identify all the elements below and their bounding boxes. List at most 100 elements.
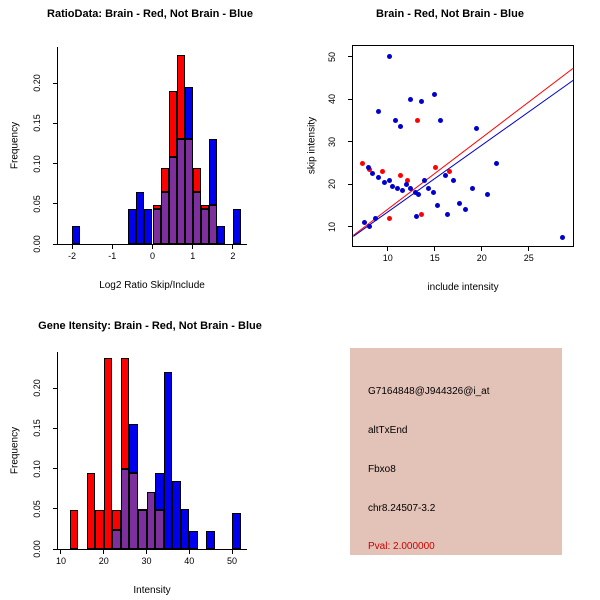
x-axis-tick — [188, 549, 190, 554]
ratio-histogram-y-axis-label: Frequency — [9, 121, 21, 170]
scatter-point — [419, 211, 425, 217]
scatter-point — [414, 213, 420, 219]
scatter-point — [469, 186, 475, 192]
x-axis-tick — [103, 549, 105, 554]
histogram-bar — [163, 372, 173, 549]
y-tick-label: 0.20 — [32, 74, 42, 92]
gene-name-text: Fbxo8 — [368, 464, 396, 475]
event-type-text: altTxEnd — [368, 425, 408, 436]
y-axis-tick — [53, 427, 58, 429]
x-tick-label: 10 — [382, 253, 393, 263]
x-tick-label: 0 — [149, 251, 155, 261]
locus-text: chr8.24507-3.2 — [368, 503, 436, 514]
histogram-bar — [72, 226, 81, 244]
histogram-bar — [69, 510, 79, 549]
intensity-scatter-plot-area: 10 15 20 25 10 20 30 40 50 — [327, 45, 574, 263]
histogram-bar — [189, 531, 198, 549]
histogram-bar — [200, 209, 209, 244]
panel-gene-info: G7164848@J944326@i_at altTxEnd Fbxo8 chr… — [300, 300, 600, 600]
histogram-bar — [192, 191, 201, 244]
y-axis-tick — [53, 163, 58, 165]
scatter-point — [375, 109, 381, 115]
gene-histogram-title: Gene Itensity: Brain - Red, Not Brain - … — [38, 320, 262, 332]
histogram-bar — [192, 167, 201, 192]
x-tick-label: 50 — [227, 556, 238, 566]
histogram-bar — [155, 510, 164, 549]
scatter-point — [445, 211, 451, 217]
scatter-point — [387, 177, 393, 183]
x-axis-tick — [528, 246, 530, 251]
x-tick-label: 40 — [184, 556, 195, 566]
scatter-point — [463, 207, 469, 213]
y-tick-label: 10 — [327, 221, 337, 232]
histogram-bar — [232, 209, 241, 244]
y-axis-tick — [53, 387, 58, 389]
histogram-bar — [160, 191, 169, 244]
x-tick-label: -2 — [68, 251, 77, 261]
y-tick-label: 0.00 — [32, 540, 42, 558]
y-axis-tick — [348, 183, 353, 185]
scatter-point — [392, 117, 398, 123]
y-axis-tick — [53, 122, 58, 124]
histogram-bar — [160, 167, 169, 192]
x-tick-label: 1 — [190, 251, 196, 261]
scatter-point — [359, 160, 365, 166]
gene-info-box: G7164848@J944326@i_at altTxEnd Fbxo8 chr… — [350, 348, 562, 555]
scatter-point — [379, 169, 385, 175]
x-axis-tick — [71, 244, 73, 249]
histogram-bar — [184, 139, 193, 244]
x-axis-tick — [60, 549, 62, 554]
scatter-point — [412, 190, 418, 196]
histogram-bar — [137, 508, 147, 511]
histogram-bar — [112, 510, 121, 530]
histogram-bar — [176, 139, 185, 244]
y-axis-tick — [348, 226, 353, 228]
scatter-point — [415, 117, 421, 123]
panel-gene-intensity-histogram: Gene Itensity: Brain - Red, Not Brain - … — [0, 300, 300, 600]
y-axis-tick — [53, 508, 58, 510]
y-axis-tick — [53, 548, 58, 550]
x-tick-label: 20 — [476, 253, 487, 263]
scatter-point — [425, 186, 431, 192]
scatter-point — [387, 215, 393, 221]
histogram-bar — [168, 157, 177, 244]
scatter-point — [416, 192, 422, 198]
histogram-bar — [103, 357, 113, 549]
scatter-point — [387, 54, 393, 60]
scatter-point — [366, 164, 372, 170]
histogram-bar — [216, 226, 225, 244]
ratio-histogram-plot-area: -2 -1 0 1 2 0.00 0.05 0.10 0.15 0.20 — [32, 47, 247, 261]
y-tick-label: 30 — [327, 136, 337, 147]
scatter-point — [367, 224, 373, 230]
ratio-histogram-title: RatioData: Brain - Red, Not Brain - Blue — [47, 8, 253, 20]
y-tick-label: 40 — [327, 94, 337, 105]
histogram-bar — [112, 529, 121, 549]
histogram-bar — [200, 205, 209, 210]
scatter-point — [407, 186, 413, 192]
histogram-bar — [208, 139, 217, 206]
y-axis-tick — [53, 82, 58, 84]
probe-id-text: G7164848@J944326@i_at — [368, 386, 490, 397]
y-axis-tick — [348, 56, 353, 58]
panel-ratio-histogram: RatioData: Brain - Red, Not Brain - Blue… — [0, 0, 300, 300]
scatter-point — [405, 177, 411, 183]
ratio-histogram-x-axis-label: Log2 Ratio Skip/Include — [99, 280, 205, 291]
histogram-bar — [168, 91, 177, 158]
scatter-point — [560, 234, 566, 240]
y-axis-tick — [348, 141, 353, 143]
scatter-point — [435, 203, 441, 209]
gene-histogram-y-axis-label: Frequency — [9, 426, 21, 475]
x-tick-label: 30 — [141, 556, 152, 566]
histogram-bar — [184, 87, 193, 140]
scatter-point — [370, 171, 376, 177]
x-axis-tick — [152, 244, 153, 249]
scatter-point — [361, 220, 367, 226]
histogram-bar — [232, 512, 241, 549]
scatter-point — [447, 169, 453, 175]
y-axis-tick — [53, 468, 58, 470]
y-tick-label: 20 — [327, 179, 337, 190]
scatter-point — [394, 186, 400, 192]
scatter-point — [400, 188, 406, 194]
x-axis-tick — [434, 246, 436, 251]
scatter-point — [397, 124, 403, 130]
